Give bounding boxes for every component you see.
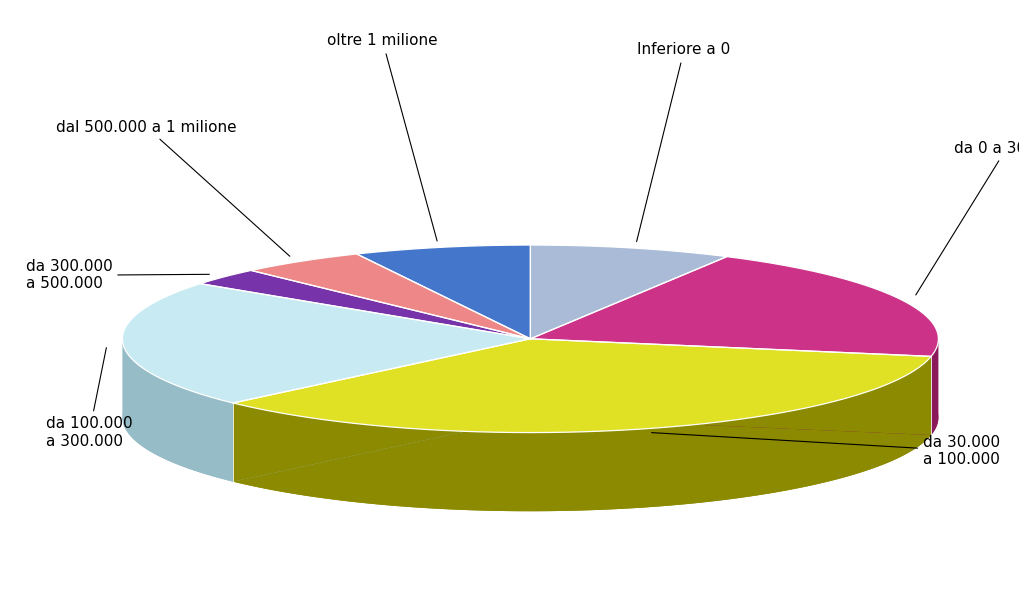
Polygon shape: [357, 324, 530, 417]
Polygon shape: [251, 254, 530, 339]
Text: da 0 a 30.000: da 0 a 30.000: [915, 141, 1019, 295]
Polygon shape: [200, 270, 530, 339]
Polygon shape: [357, 245, 530, 339]
Text: oltre 1 milione: oltre 1 milione: [327, 33, 437, 241]
Polygon shape: [122, 362, 530, 482]
Polygon shape: [530, 257, 937, 356]
Polygon shape: [530, 335, 937, 435]
Polygon shape: [232, 339, 530, 482]
Polygon shape: [200, 349, 530, 417]
Text: da 30.000
a 100.000: da 30.000 a 100.000: [651, 433, 1000, 467]
Text: Inferiore a 0: Inferiore a 0: [636, 42, 730, 241]
Polygon shape: [530, 339, 930, 435]
Polygon shape: [930, 339, 937, 435]
Text: da 300.000
a 500.000: da 300.000 a 500.000: [25, 259, 209, 292]
Polygon shape: [232, 356, 930, 511]
Polygon shape: [530, 245, 727, 339]
Polygon shape: [122, 339, 232, 482]
Polygon shape: [530, 339, 930, 435]
Polygon shape: [122, 284, 530, 403]
Polygon shape: [251, 333, 530, 417]
Polygon shape: [530, 324, 727, 417]
Polygon shape: [232, 417, 930, 511]
Polygon shape: [232, 339, 530, 482]
Text: da 100.000
a 300.000: da 100.000 a 300.000: [46, 348, 132, 449]
Polygon shape: [232, 339, 930, 433]
Text: dal 500.000 a 1 milione: dal 500.000 a 1 milione: [56, 120, 289, 257]
